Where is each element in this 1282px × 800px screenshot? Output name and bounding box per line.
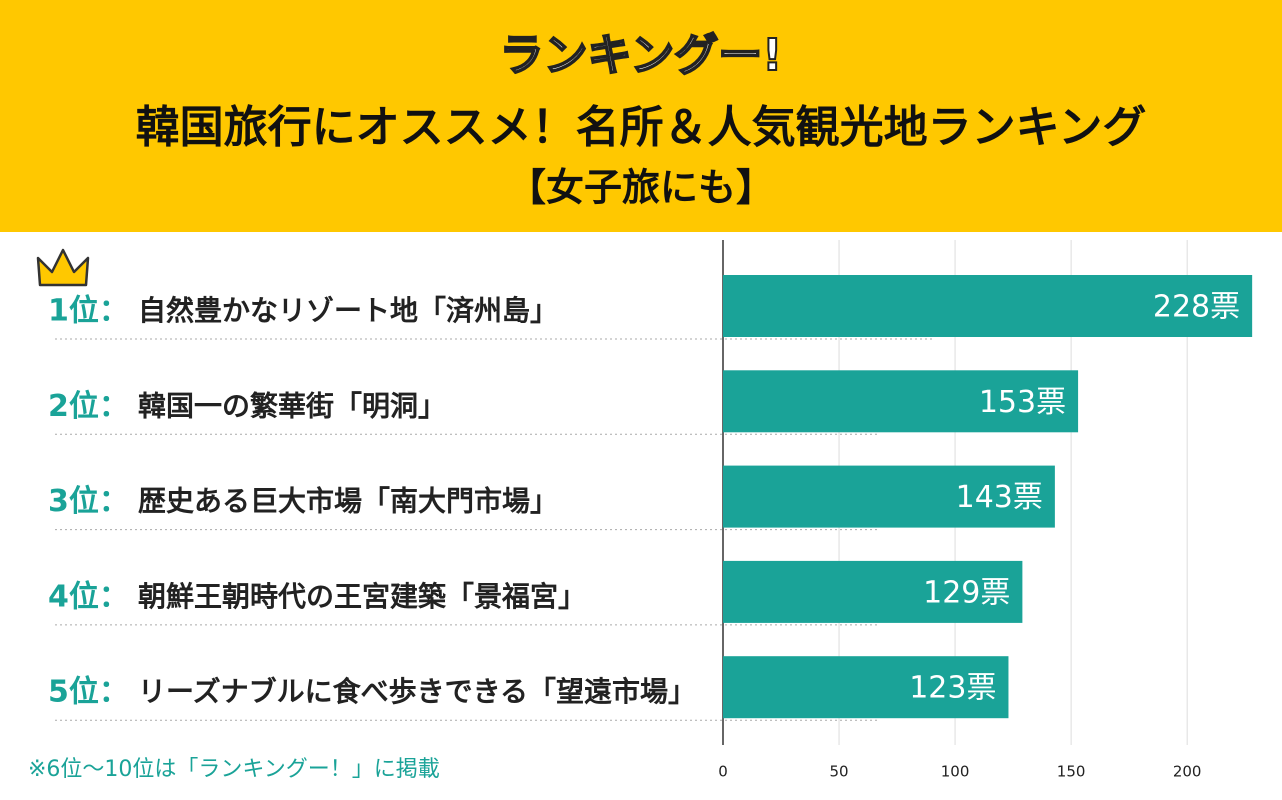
bar: [723, 560, 1023, 623]
value-label: 143票: [956, 480, 1043, 515]
x-tick-label: 200: [1173, 763, 1202, 781]
category-label: 自然豊かなリゾート地「済州島」: [138, 294, 558, 327]
bar: [723, 465, 1055, 528]
x-tick-label: 100: [941, 763, 970, 781]
rank-label: 3位：: [48, 484, 129, 519]
value-label: 123票: [909, 671, 996, 706]
chart-subtitle: 【女子旅にも】: [508, 166, 774, 210]
footnote: ※6位～10位は「ランキングー！」に掲載: [28, 757, 440, 782]
header-band: [0, 0, 1282, 232]
rank-label: 1位：: [48, 294, 129, 329]
category-label: リーズナブルに食べ歩きできる「望遠市場」: [138, 675, 696, 708]
x-tick-label: 0: [718, 763, 728, 781]
crown-icon: [36, 248, 90, 287]
value-label: 129票: [923, 575, 1010, 610]
bar: [723, 656, 1009, 719]
category-label: 朝鮮王朝時代の王宮建築「景福宮」: [138, 580, 586, 613]
rank-label: 4位：: [48, 579, 129, 614]
value-label: 153票: [979, 385, 1066, 420]
category-label: 歴史ある巨大市場「南大門市場」: [138, 485, 558, 518]
value-label: 228票: [1153, 290, 1240, 325]
logo: ランキングー!: [500, 30, 783, 81]
chart-title: 韓国旅行にオススメ！名所＆人気観光地ランキング: [136, 102, 1147, 153]
rank-label: 2位：: [48, 389, 129, 424]
bar: [723, 275, 1253, 337]
x-tick-label: 150: [1057, 763, 1086, 781]
rank-label: 5位：: [48, 675, 129, 710]
bar: [723, 370, 1079, 433]
category-label: 韓国一の繁華街「明洞」: [138, 389, 446, 422]
x-tick-label: 50: [829, 763, 848, 781]
